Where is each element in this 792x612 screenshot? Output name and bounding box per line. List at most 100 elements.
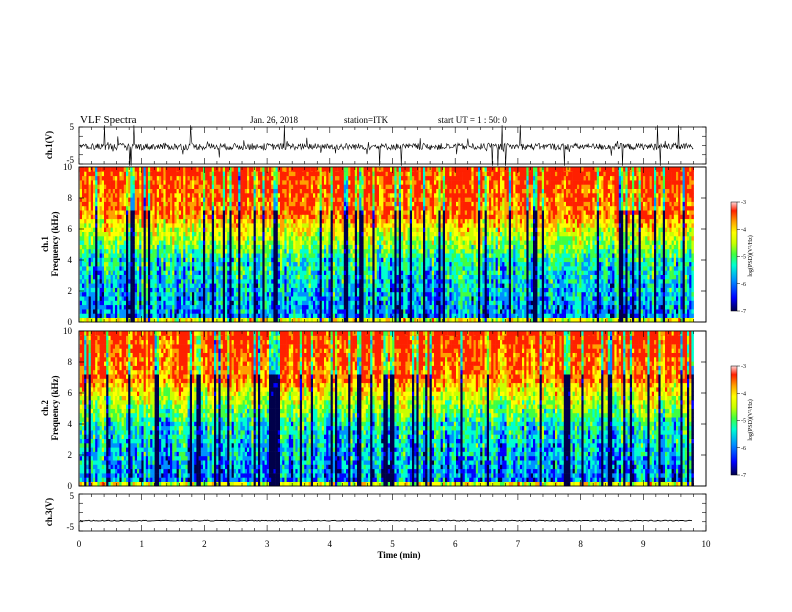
spectrogram-cell — [205, 291, 208, 297]
spectrogram-cell — [308, 201, 312, 207]
spectrogram-cell — [244, 197, 248, 202]
spectrogram-cell — [183, 309, 186, 314]
spectrogram-cell — [242, 223, 246, 228]
spectrogram-cell — [152, 287, 155, 293]
spectrogram-cell — [372, 167, 375, 172]
spectrogram-cell — [200, 266, 204, 271]
spectrogram-cell — [216, 244, 219, 250]
spectrogram-cell — [198, 279, 202, 284]
spectrogram-cell — [170, 184, 173, 189]
spectrogram-cell — [143, 223, 147, 228]
spectrogram-cell — [313, 296, 316, 301]
spectrogram-cell — [165, 201, 169, 207]
spectrogram-cell — [242, 180, 246, 185]
spectrogram-cell — [106, 175, 109, 181]
spectrogram-cell — [361, 218, 364, 224]
spectrogram-cell — [187, 201, 191, 207]
spectrogram-cell — [282, 244, 285, 250]
spectrogram-cell — [275, 240, 279, 245]
spectrogram-cell — [216, 236, 219, 241]
spectrogram-cell — [297, 205, 301, 211]
spectrogram-cell — [106, 171, 109, 177]
spectrogram-cell — [141, 171, 144, 177]
spectrogram-cell — [139, 300, 142, 306]
spectrogram-cell — [207, 279, 210, 284]
spectrogram-cell — [222, 236, 226, 241]
spectrogram-cell — [313, 270, 316, 275]
spectrogram-cell — [361, 236, 364, 241]
spectrogram-cell — [187, 236, 191, 241]
spectrogram-cell — [368, 171, 371, 177]
spectrogram-cell — [194, 317, 197, 323]
spectrogram-cell — [264, 167, 268, 172]
spectrogram-cell — [251, 180, 254, 185]
spectrogram-cell — [198, 274, 202, 280]
spectrogram-cell — [264, 309, 268, 314]
spectrogram-cell — [288, 240, 292, 245]
spectrogram-cell — [363, 214, 367, 220]
spectrogram-cell — [337, 218, 340, 224]
spectrogram-cell — [317, 279, 320, 284]
spectrogram-cell — [332, 210, 336, 215]
spectrogram-cell — [112, 218, 116, 224]
spectrogram-cell — [302, 227, 305, 232]
spectrogram-cell — [101, 214, 105, 220]
spectrogram-cell — [302, 175, 305, 181]
spectrogram-cell — [247, 167, 250, 172]
spectrogram-cell — [123, 287, 127, 293]
spectrogram-cell — [249, 167, 252, 172]
spectrogram-cell — [337, 317, 340, 323]
spectrogram-cell — [310, 210, 314, 215]
spectrogram-cell — [277, 171, 281, 177]
spectrogram-cell — [288, 270, 292, 275]
spectrogram-cell — [196, 201, 199, 207]
spectrogram-cell — [277, 227, 281, 232]
spectrogram-cell — [313, 218, 316, 224]
spectrogram-cell — [233, 313, 237, 318]
spectrogram-cell — [359, 210, 362, 215]
spectrogram-cell — [108, 291, 111, 297]
spectrogram-cell — [225, 193, 228, 198]
spectrogram-cell — [328, 291, 331, 297]
spectrogram-cell — [370, 184, 373, 189]
spectrogram-cell — [150, 180, 153, 185]
spectrogram-cell — [244, 227, 248, 232]
spectrogram-cell — [255, 240, 259, 245]
spectrogram-cell — [227, 270, 230, 275]
spectrogram-cell — [247, 261, 250, 267]
spectrogram-cell — [244, 309, 248, 314]
spectrogram-cell — [207, 274, 210, 280]
spectrogram-cell — [275, 180, 279, 185]
spectrogram-cell — [128, 214, 131, 220]
spectrogram-cell — [271, 193, 274, 198]
spectrogram-cell — [348, 223, 351, 228]
spectrogram-cell — [176, 317, 180, 323]
spectrogram-cell — [203, 205, 206, 211]
spectrogram-cell — [145, 300, 149, 306]
spectrogram-cell — [359, 291, 362, 297]
spectrogram-cell — [84, 227, 87, 232]
spectrogram-cell — [304, 257, 307, 263]
spectrogram-cell — [154, 304, 158, 310]
spectrogram-cell — [183, 287, 186, 293]
spectrogram-cell — [244, 274, 248, 280]
spectrogram-cell — [306, 188, 309, 194]
spectrogram-cell — [315, 309, 318, 314]
spectrogram-cell — [187, 223, 191, 228]
spectrogram-cell — [181, 317, 184, 323]
spectrogram-cell — [165, 175, 169, 181]
spectrogram-cell — [264, 261, 268, 267]
spectrogram-cell — [174, 236, 177, 241]
spectrogram-cell — [271, 300, 274, 306]
spectrogram-cell — [84, 223, 87, 228]
spectrogram-cell — [343, 287, 347, 293]
spectrogram-cell — [82, 240, 85, 245]
spectrogram-cell — [189, 218, 193, 224]
spectrogram-cell — [178, 188, 182, 194]
spectrogram-cell — [137, 227, 140, 232]
spectrogram-cell — [324, 180, 327, 185]
spectrogram-cell — [343, 304, 347, 310]
spectrogram-cell — [233, 253, 237, 258]
spectrogram-cell — [343, 167, 347, 172]
